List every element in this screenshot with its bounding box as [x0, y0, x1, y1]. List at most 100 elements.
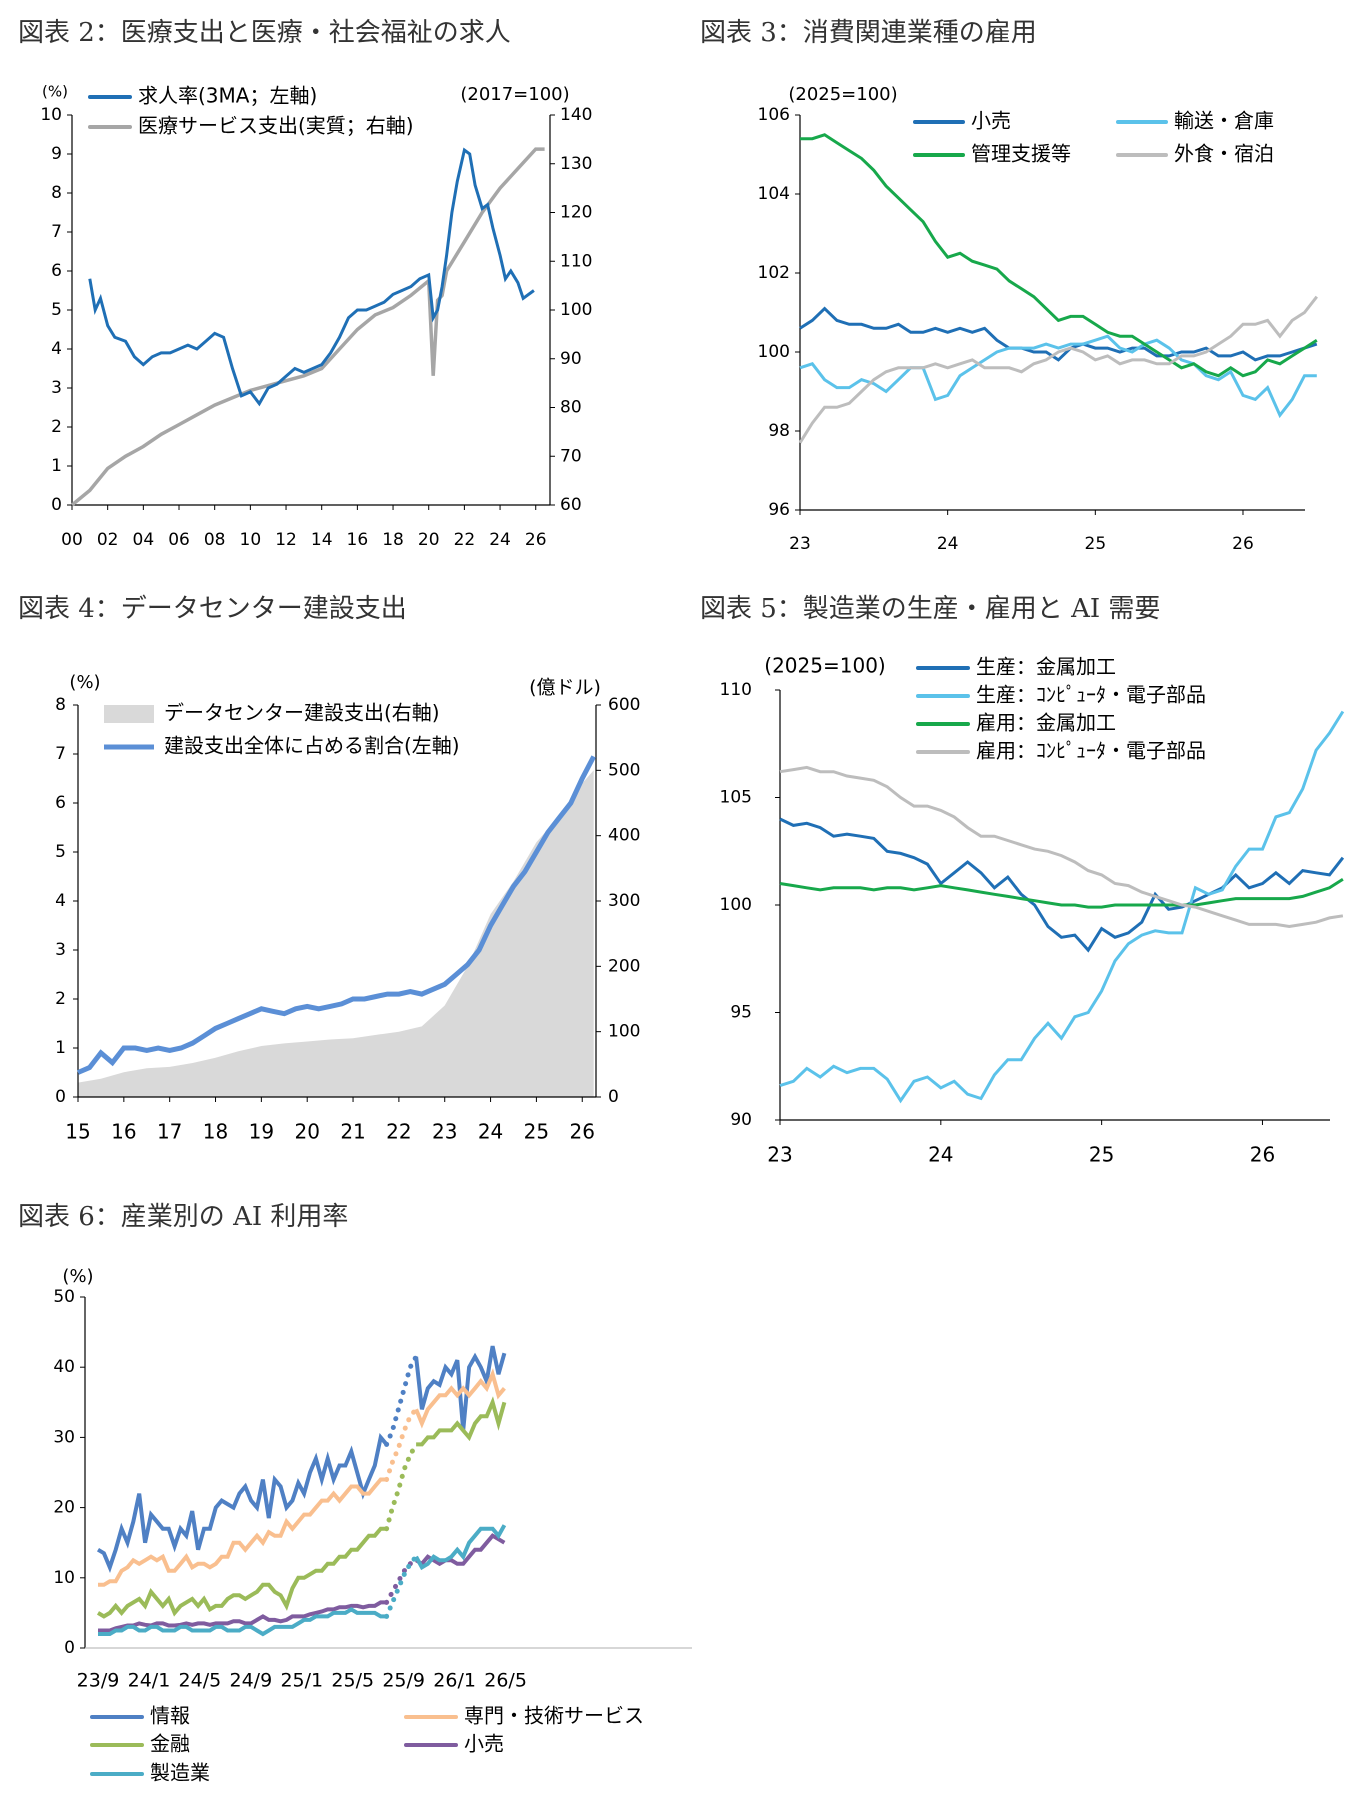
f3-ytick-label: 100: [758, 342, 790, 362]
f2-series-job-openings: [88, 147, 535, 407]
f2-ytick-label: 1: [51, 456, 62, 476]
f6-ytick-label: 20: [53, 1498, 75, 1518]
f2-y2tick-label: 140: [560, 105, 592, 125]
f6-legend-0-label: 情報: [150, 1704, 190, 1728]
f4-series-datacenter-spending: [78, 770, 594, 1097]
f3-ytick-label: 96: [768, 500, 790, 520]
f6-xtick-label: 24/1: [128, 1670, 171, 1692]
f4-ytick-label: 7: [55, 744, 66, 764]
f4-y2tick-label: 400: [608, 826, 640, 846]
f4-y2tick-label: 300: [608, 891, 640, 911]
f4-xtick-label: 17: [157, 1120, 182, 1144]
f2-xtick-label: 02: [97, 530, 119, 550]
f2-ytick-label: 10: [40, 105, 62, 125]
f4-ytick-label: 5: [55, 842, 66, 862]
f2-right-unit: (2017=100): [460, 84, 569, 105]
f3-legend-3-label: 外食・宿泊: [1174, 142, 1274, 166]
f2-xtick-label: 20: [418, 530, 440, 550]
f2-left-unit: (%): [42, 83, 68, 101]
f6-series-3-part1: [98, 1600, 387, 1633]
f6-ytick-label: 0: [64, 1638, 75, 1658]
f4-ytick-label: 6: [55, 793, 66, 813]
f6-series-0-part1: [96, 1432, 389, 1573]
f2-y2tick-label: 70: [560, 446, 582, 466]
f6-series-1-part2: [414, 1368, 506, 1429]
f2-y2tick-label: 120: [560, 203, 592, 223]
f4-xtick-label: 25: [524, 1120, 549, 1144]
f6-series-4-bridge: [384, 1554, 419, 1619]
f4-xtick-label: 22: [386, 1120, 411, 1144]
f6-xtick-label: 24/9: [230, 1670, 273, 1692]
f2-y2tick-label: 130: [560, 154, 592, 174]
f2-xtick-label: 00: [61, 530, 83, 550]
f6-unit: (%): [62, 1266, 93, 1287]
figure-2-title: 図表 2：医療支出と医療・社会福祉の求人: [18, 18, 511, 48]
f2-xtick-label: 26: [525, 530, 547, 550]
f6-xtick-label: 25/5: [331, 1670, 374, 1692]
f3-series-0: [799, 306, 1318, 362]
f4-y2tick-label: 600: [608, 695, 640, 715]
f5-xtick-label: 23: [767, 1143, 792, 1167]
f4-ytick-label: 8: [55, 695, 66, 715]
f4-y2tick-label: 0: [608, 1087, 619, 1107]
f4-right-unit: (億ドル): [529, 677, 601, 699]
f2-xtick-label: 06: [168, 530, 190, 550]
f6-series-1-part1: [98, 1477, 387, 1587]
f3-ytick-label: 102: [758, 263, 790, 283]
f2-ytick-label: 2: [51, 417, 62, 437]
f4-y2tick-label: 500: [608, 760, 640, 780]
f6-legend-4-label: 製造業: [150, 1761, 210, 1785]
f6-xtick-label: 25/1: [280, 1670, 323, 1692]
f5-series-2: [779, 877, 1344, 909]
f6-series-2-bridge: [384, 1441, 419, 1532]
f2-legend-job-openings-label: 求人率(3MA；左軸): [138, 84, 317, 108]
f3-series-3: [798, 295, 1318, 444]
figure-6-title: 図表 6：産業別の AI 利用率: [18, 1202, 349, 1232]
f2-xtick-label: 10: [240, 530, 262, 550]
f6-ytick-label: 50: [53, 1287, 75, 1307]
f4-legend-datacenter-swatch: [104, 705, 154, 723]
figure-3-title: 図表 3：消費関連業種の雇用: [700, 18, 1037, 48]
f4-xtick-label: 24: [478, 1120, 503, 1144]
f5-xtick-label: 25: [1089, 1143, 1114, 1167]
f3-xtick-label: 23: [789, 534, 811, 554]
f6-series-0-part2: [414, 1345, 507, 1431]
f3-series-2: [800, 133, 1318, 378]
f6-series-3-bridge: [384, 1557, 419, 1605]
f5-xtick-label: 26: [1250, 1143, 1275, 1167]
f5-ytick-label: 95: [730, 1003, 752, 1023]
f3-legend-0-label: 小売: [971, 109, 1011, 133]
f5-ytick-label: 100: [720, 895, 752, 915]
f3-unit: (2025=100): [788, 84, 897, 105]
f4-xtick-label: 23: [432, 1120, 457, 1144]
f5-unit: (2025=100): [764, 654, 885, 678]
f6-series-2-part2: [416, 1396, 507, 1447]
f6-legend-1-label: 専門・技術サービス: [464, 1704, 644, 1728]
f2-ytick-label: 4: [51, 339, 62, 359]
f5-series-3: [779, 765, 1344, 929]
f5-legend-3-label: 雇用：ｺﾝﾋﾟｭｰﾀ・電子部品: [976, 739, 1206, 763]
f6-xtick-label: 26/5: [484, 1670, 527, 1692]
f2-legend-medical-spending-label: 医療サービス支出(実質；右軸): [138, 114, 414, 138]
f2-y2tick-label: 100: [560, 300, 592, 320]
f2-xtick-label: 16: [347, 530, 369, 550]
f5-series-1: [779, 710, 1345, 1104]
f5-legend-0-label: 生産：金属加工: [976, 655, 1116, 679]
f4-xtick-label: 20: [294, 1120, 319, 1144]
f4-ytick-label: 0: [55, 1087, 66, 1107]
f2-ytick-label: 3: [51, 378, 62, 398]
f6-xtick-label: 23/9: [77, 1670, 120, 1692]
f6-series-0-bridge: [384, 1354, 419, 1447]
f5-ytick-label: 110: [720, 680, 752, 700]
f2-xtick-label: 14: [311, 530, 333, 550]
f5-ytick-label: 90: [730, 1110, 752, 1130]
f4-ytick-label: 4: [55, 891, 66, 911]
f2-y2tick-label: 80: [560, 398, 582, 418]
f4-xtick-label: 19: [249, 1120, 274, 1144]
figure-5-title: 図表 5：製造業の生産・雇用と AI 需要: [700, 594, 1161, 624]
